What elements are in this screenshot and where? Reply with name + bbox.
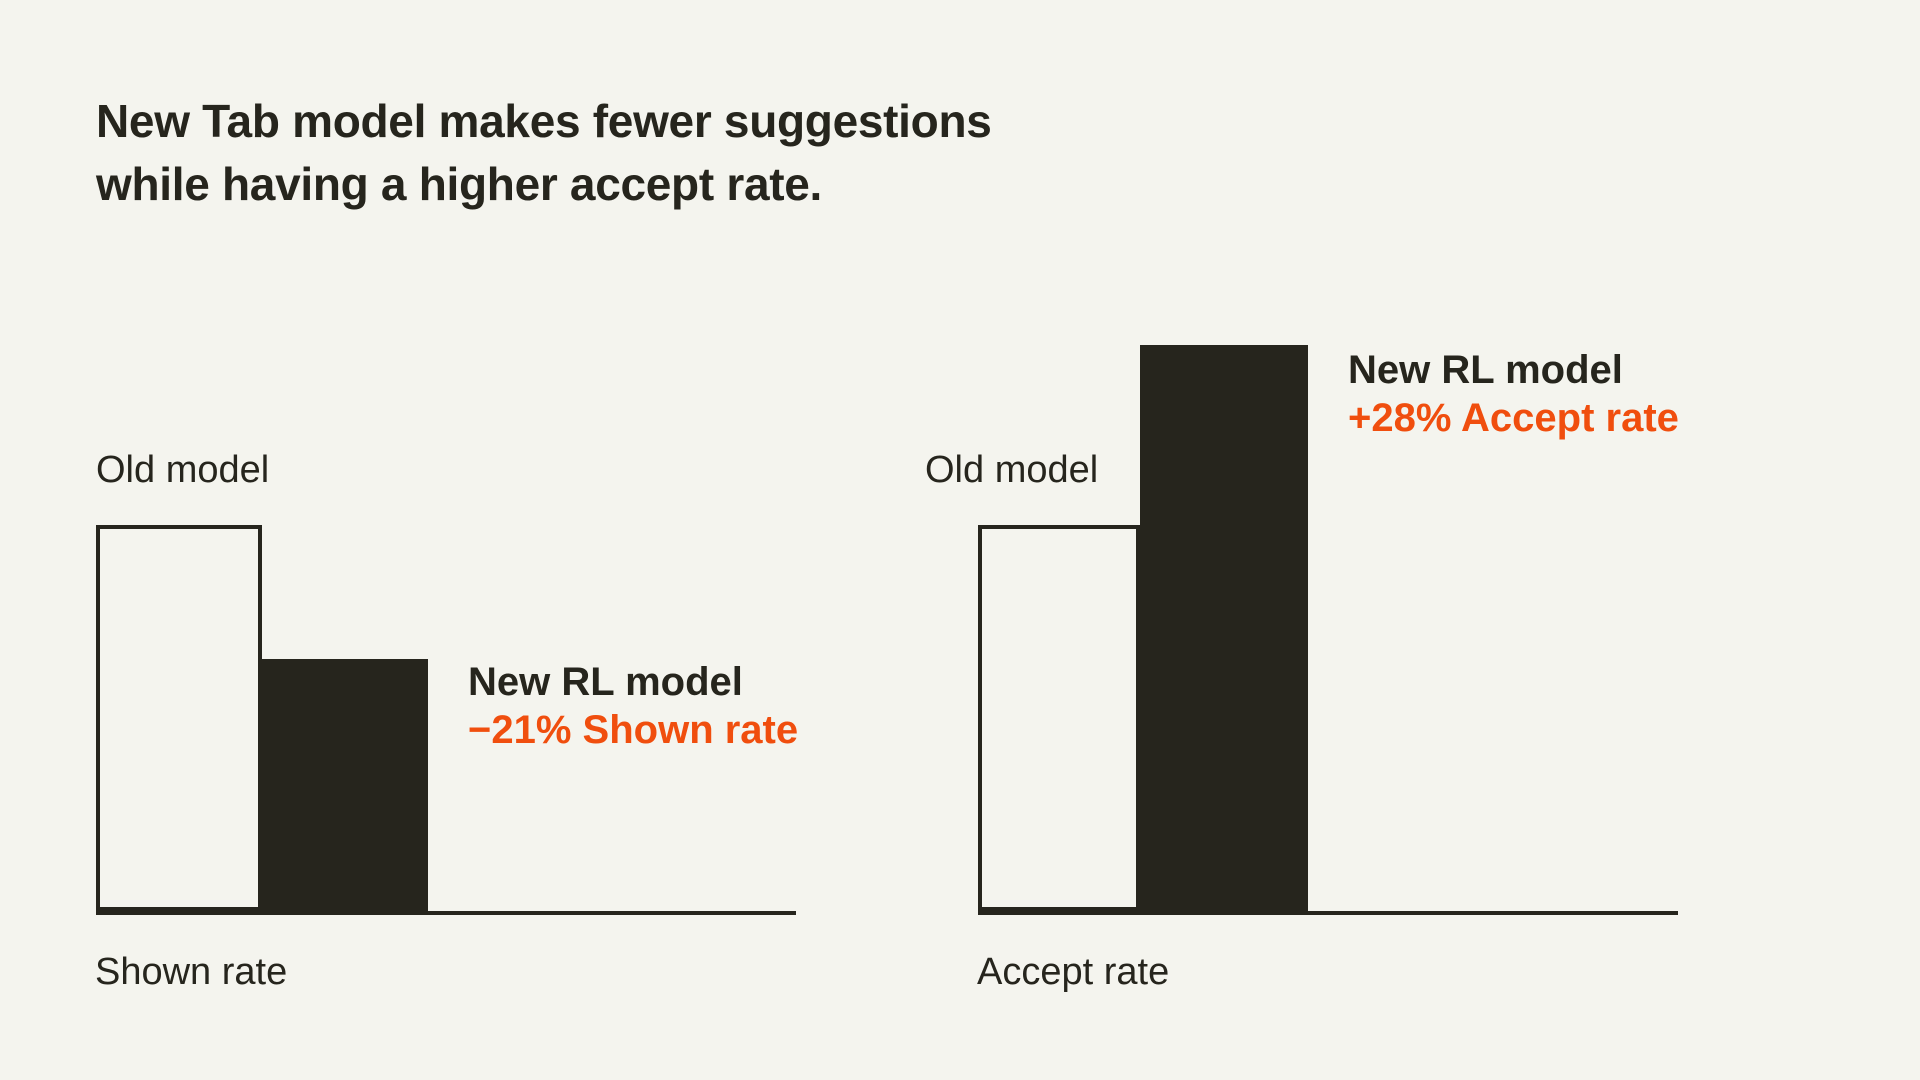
shown-axis-label: Shown rate xyxy=(95,951,288,993)
shown-annotation-delta: −21% Shown rate xyxy=(468,708,799,752)
shown-old-model-bar xyxy=(96,525,262,911)
figure-title-line2: while having a higher accept rate. xyxy=(96,158,823,210)
accept-axis-label: Accept rate xyxy=(977,951,1170,993)
accept-old-model-bar xyxy=(978,525,1140,911)
accept-old-model-label: Old model xyxy=(925,449,1099,491)
accept-annotation-delta: +28% Accept rate xyxy=(1348,396,1679,440)
figure-title: New Tab model makes fewer suggestions wh… xyxy=(96,90,992,216)
accept-annotation: New RL model +28% Accept rate xyxy=(1348,346,1679,442)
shown-annotation: New RL model −21% Shown rate xyxy=(468,658,798,754)
accept-baseline xyxy=(978,911,1678,915)
shown-annotation-model: New RL model xyxy=(468,660,743,704)
shown-old-model-label: Old model xyxy=(96,449,270,491)
accept-new-model-bar xyxy=(1140,345,1308,911)
accept-annotation-model: New RL model xyxy=(1348,348,1623,392)
shown-baseline xyxy=(96,911,796,915)
shown-new-model-bar xyxy=(262,659,428,911)
figure-title-line1: New Tab model makes fewer suggestions xyxy=(96,95,992,147)
